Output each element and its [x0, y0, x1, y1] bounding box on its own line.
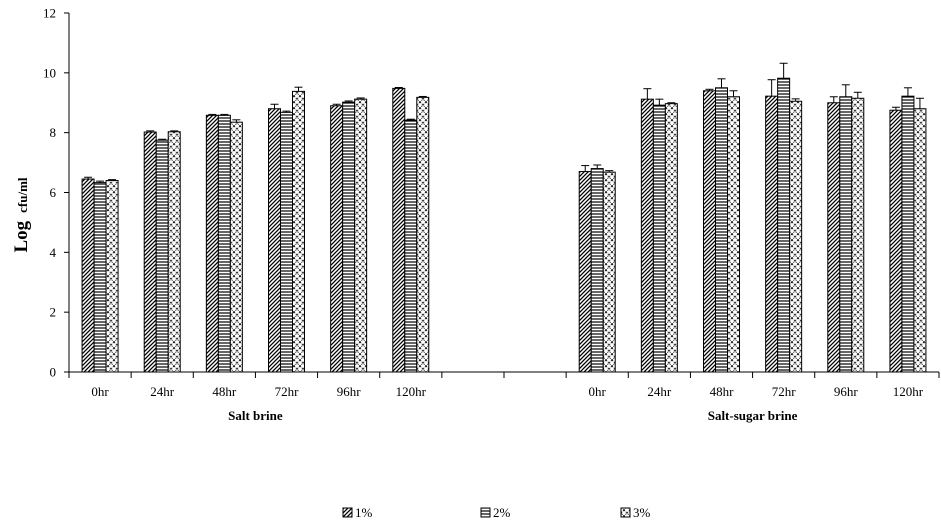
y-tick-label: 6 — [50, 185, 57, 200]
x-axis: 0hr 24hr 48hr 72hr 96hr 120hr Salt brine 0hr 24h… — [68, 371, 940, 423]
y-tick-label: 12 — [43, 6, 56, 21]
x-tick-label: 0hr — [589, 384, 607, 399]
x-tick-label: 0hr — [91, 384, 109, 399]
bar-2pct-0hr — [590, 168, 604, 373]
bar-3pct-72hr — [789, 100, 803, 373]
legend-item: 3% — [620, 505, 651, 520]
bar-3pct-48hr — [229, 121, 243, 373]
bar-1pct-0hr — [578, 171, 592, 373]
x-tick-label: 24hr — [647, 384, 672, 399]
bar-3pct-0hr — [602, 171, 616, 373]
bar-1pct-24hr — [640, 98, 654, 373]
y-tick-label: 8 — [50, 125, 57, 140]
legend-label: 1% — [355, 505, 373, 520]
bar-2pct-72hr — [777, 77, 791, 373]
y-axis: 0 2 4 6 8 10 12 — [43, 6, 70, 380]
y-tick-label: 10 — [43, 65, 56, 80]
legend-swatch — [480, 507, 491, 518]
legend-item: 1% — [342, 505, 373, 520]
x-tick-label: 72hr — [275, 384, 300, 399]
bar-2pct-72hr — [280, 111, 293, 373]
bar-1pct-24hr — [143, 131, 157, 373]
bar-3pct-96hr — [354, 98, 368, 373]
bar-2pct-0hr — [93, 182, 107, 373]
y-axis-title: Log cfu/ml — [11, 177, 32, 252]
bar-1pct-72hr — [765, 95, 779, 373]
legend-swatch — [342, 507, 353, 518]
y-axis-title-main: Log — [11, 220, 32, 252]
x-tick-label: 96hr — [337, 384, 362, 399]
bar-2pct-120hr — [404, 119, 418, 373]
y-tick-label: 4 — [50, 245, 57, 260]
x-tick-label: 120hr — [893, 384, 924, 399]
bar-2pct-96hr — [342, 101, 356, 373]
bar-1pct-0hr — [81, 178, 95, 373]
bar-3pct-72hr — [292, 90, 305, 373]
bar-1pct-96hr — [827, 102, 841, 373]
legend-label: 3% — [633, 505, 651, 520]
x-tick-label: 120hr — [396, 384, 427, 399]
bar-2pct-48hr — [715, 87, 728, 373]
x-tick-label: 48hr — [710, 384, 735, 399]
bar-2pct-24hr — [652, 104, 666, 373]
bar-2pct-120hr — [901, 95, 915, 373]
y-tick-label: 0 — [50, 365, 57, 380]
bar-3pct-96hr — [851, 97, 865, 373]
bar-1pct-72hr — [268, 108, 281, 373]
bar-1pct-48hr — [205, 114, 219, 373]
bar-3pct-24hr — [664, 103, 678, 373]
bar-1pct-48hr — [703, 90, 716, 373]
x-tick-label: 96hr — [834, 384, 859, 399]
x-tick-label: 72hr — [772, 384, 797, 399]
bar-1pct-120hr — [392, 87, 406, 373]
x-tick-label: 24hr — [150, 384, 175, 399]
x-tick-label: 48hr — [212, 384, 237, 399]
group-label: Salt-sugar brine — [708, 408, 798, 423]
bars-layer — [81, 62, 927, 373]
legend-swatch — [620, 507, 631, 518]
legend: 1% 2% 3% — [342, 505, 651, 520]
legend-item: 2% — [480, 505, 511, 520]
y-tick-label: 2 — [50, 305, 57, 320]
bar-3pct-0hr — [105, 180, 119, 373]
group-label: Salt brine — [228, 408, 283, 423]
bar-1pct-120hr — [889, 109, 903, 373]
bar-3pct-48hr — [727, 96, 740, 373]
bar-3pct-120hr — [416, 96, 430, 373]
y-axis-title-unit: cfu/ml — [15, 177, 30, 213]
legend-label: 2% — [493, 505, 511, 520]
bar-1pct-96hr — [330, 105, 344, 373]
bar-3pct-120hr — [913, 108, 927, 373]
bar-2pct-48hr — [217, 114, 231, 373]
bar-2pct-24hr — [155, 139, 169, 373]
bar-3pct-24hr — [167, 131, 181, 373]
bar-2pct-96hr — [839, 96, 853, 373]
